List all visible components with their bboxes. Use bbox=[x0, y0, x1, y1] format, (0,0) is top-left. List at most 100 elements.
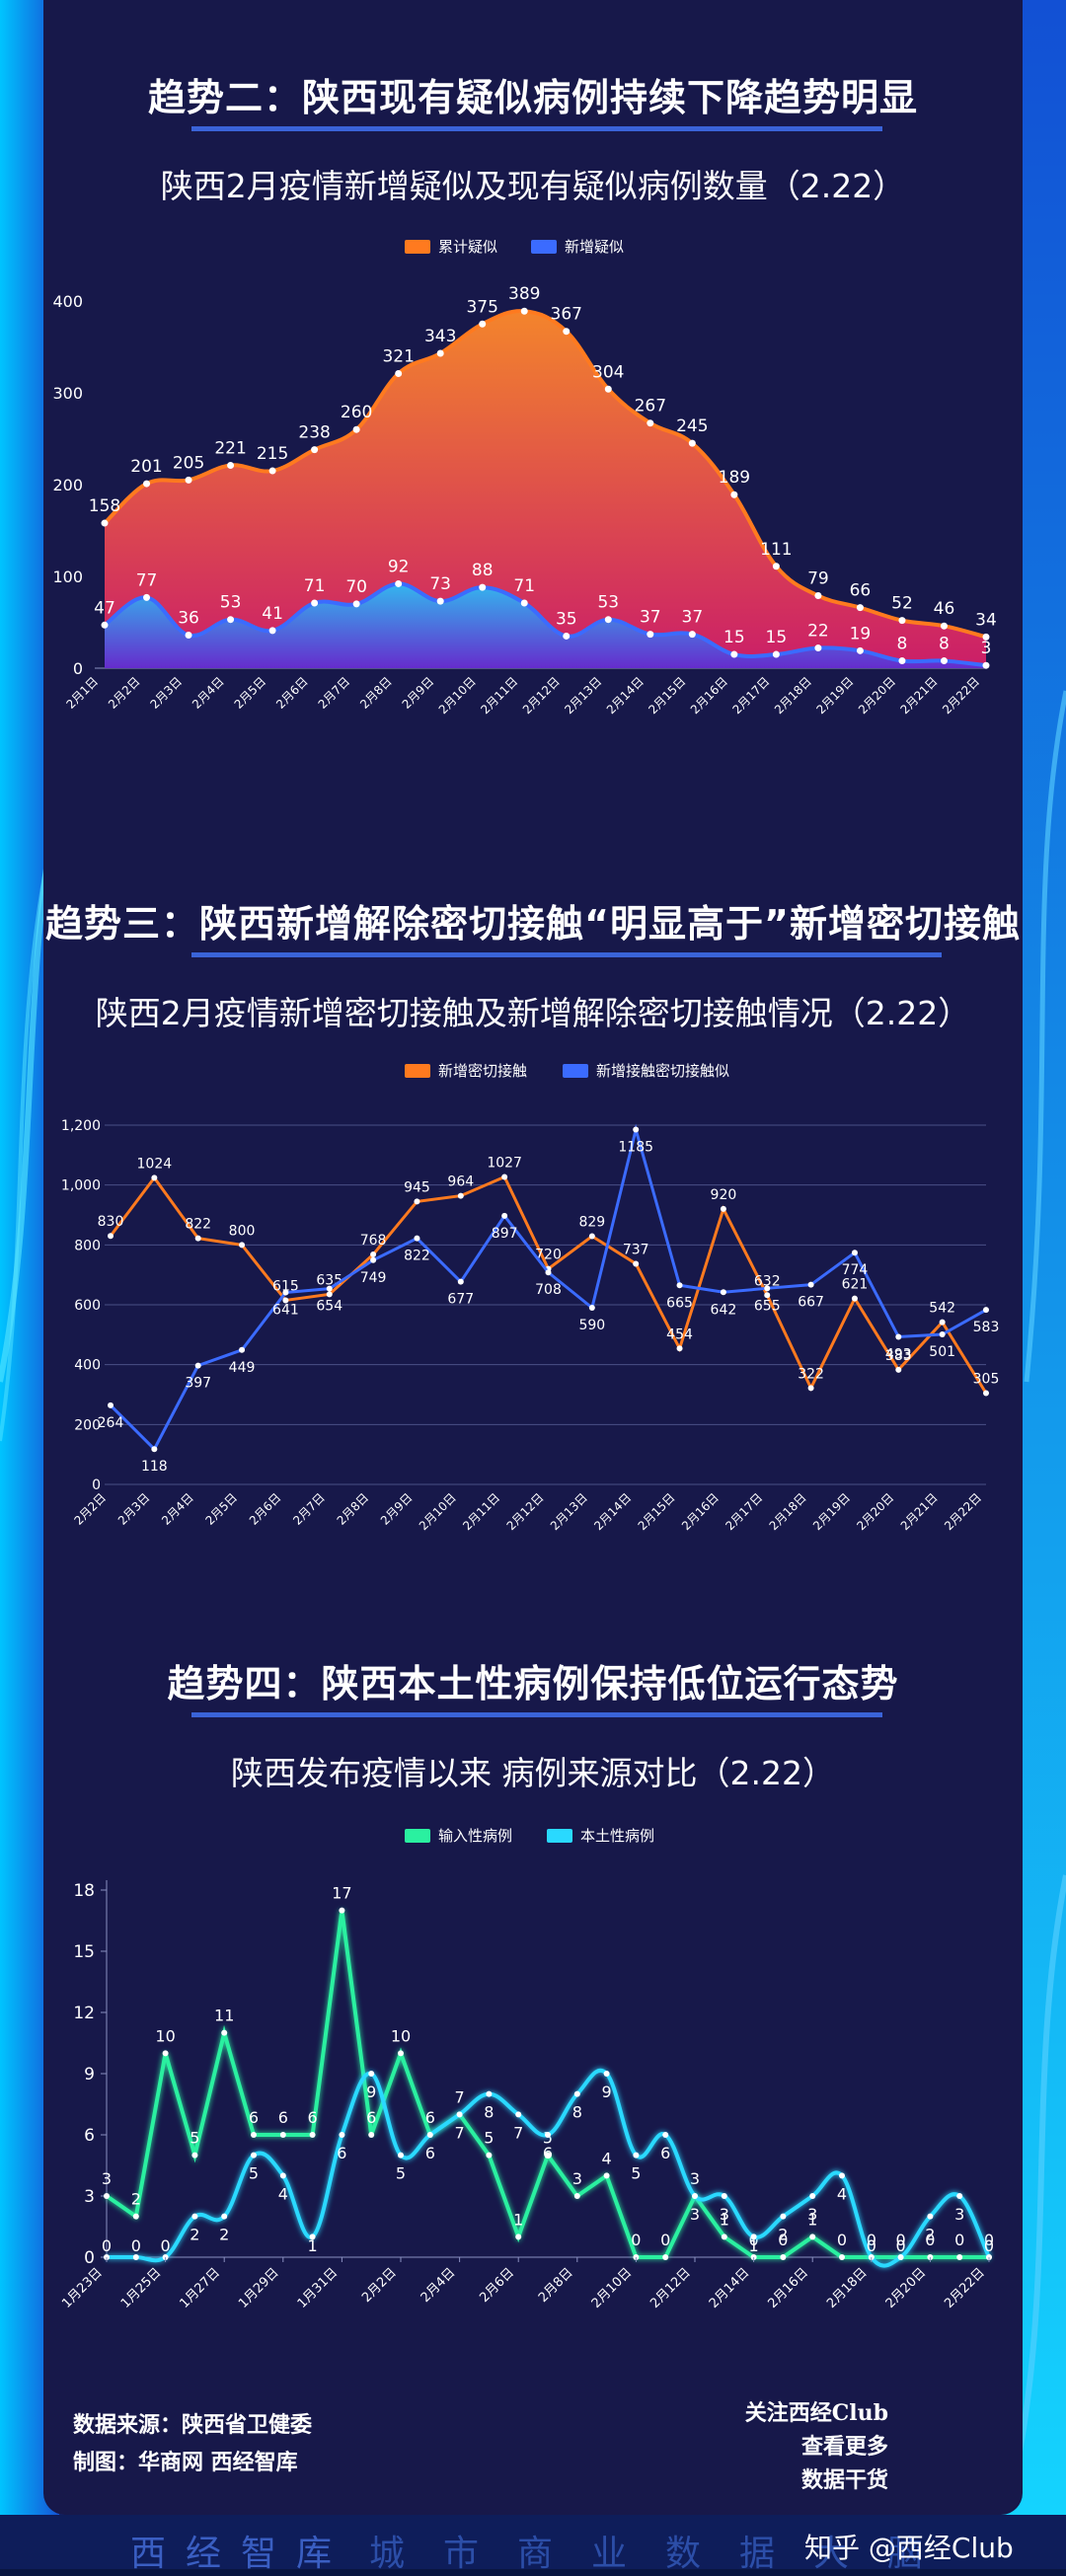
point-1-11 bbox=[563, 632, 571, 640]
value-label-0-2: 822 bbox=[185, 1217, 211, 1233]
point-0-20 bbox=[983, 1390, 989, 1397]
point-1-17 bbox=[814, 644, 822, 652]
point-1-3 bbox=[191, 2213, 198, 2220]
x-tick-6: 2月7日 bbox=[316, 674, 353, 712]
point-0-6 bbox=[370, 1251, 377, 1258]
value-label-1-1: 118 bbox=[141, 1459, 168, 1475]
x-tick-14: 2月20日 bbox=[883, 2265, 930, 2311]
point-1-16 bbox=[573, 2090, 580, 2097]
legend-label-1: 新增疑似 bbox=[565, 238, 624, 256]
point-1-10 bbox=[520, 599, 528, 607]
point-0-6 bbox=[352, 425, 360, 433]
value-label-0-14: 245 bbox=[676, 417, 708, 436]
x-tick-3: 2月4日 bbox=[190, 674, 227, 712]
legend-swatch-1 bbox=[547, 1829, 572, 1843]
x-tick-13: 2月15日 bbox=[636, 1490, 678, 1533]
point-0-13 bbox=[647, 419, 654, 427]
y-tick-6: 1,200 bbox=[61, 1118, 101, 1134]
value-label-1-8: 6 bbox=[337, 2144, 346, 2162]
legend-swatch-0 bbox=[405, 1829, 430, 1843]
footer-follow-3: 数据干货 bbox=[800, 2467, 888, 2493]
x-tick-16: 2月17日 bbox=[729, 674, 772, 717]
point-1-1 bbox=[151, 1446, 158, 1453]
x-tick-2: 1月27日 bbox=[177, 2265, 223, 2311]
point-1-25 bbox=[839, 2172, 845, 2179]
point-0-19 bbox=[662, 2254, 669, 2260]
y-tick-3: 300 bbox=[52, 384, 83, 403]
point-0-4 bbox=[268, 467, 276, 475]
legend-label-0: 新增密切接触 bbox=[438, 1062, 527, 1080]
footer-source: 数据来源：陕西省卫健委 bbox=[73, 2412, 313, 2438]
point-1-17 bbox=[603, 2071, 610, 2077]
point-1-13 bbox=[676, 1282, 683, 1289]
x-tick-19: 2月20日 bbox=[856, 674, 898, 717]
value-label-0-20: 46 bbox=[934, 599, 955, 619]
legend-label-0: 累计疑似 bbox=[438, 238, 497, 256]
value-label-1-2: 0 bbox=[161, 2236, 171, 2255]
point-1-20 bbox=[692, 2193, 698, 2199]
value-label-1-5: 5 bbox=[249, 2164, 259, 2183]
section2-title: 趋势二：陕西现有疑似病例持续下降趋势明显 bbox=[43, 67, 1023, 131]
value-label-1-18: 493 bbox=[885, 1346, 912, 1362]
value-label-0-4: 11 bbox=[214, 2007, 234, 2025]
point-0-14 bbox=[688, 439, 696, 447]
y-tick-0: 0 bbox=[92, 1477, 101, 1493]
value-label-0-15: 632 bbox=[754, 1273, 781, 1289]
legend-label-0: 输入性病例 bbox=[438, 1827, 512, 1845]
point-1-22 bbox=[750, 2234, 757, 2240]
point-0-5 bbox=[311, 446, 319, 454]
point-1-13 bbox=[486, 2090, 493, 2097]
value-label-0-4: 215 bbox=[257, 444, 288, 464]
value-label-1-5: 71 bbox=[304, 576, 326, 596]
x-tick-3: 2月5日 bbox=[202, 1490, 240, 1528]
point-1-19 bbox=[898, 657, 906, 665]
y-tick-1: 200 bbox=[74, 1417, 101, 1433]
x-tick-9: 2月10日 bbox=[589, 2265, 636, 2311]
value-label-0-2: 205 bbox=[173, 453, 204, 473]
value-label-1-20: 3 bbox=[690, 2205, 700, 2224]
point-0-3 bbox=[239, 1242, 246, 1249]
point-1-12 bbox=[633, 1126, 640, 1133]
y-tick-1: 100 bbox=[52, 568, 83, 586]
point-1-1 bbox=[143, 593, 151, 601]
point-1-7 bbox=[395, 579, 403, 587]
value-label-0-7: 945 bbox=[404, 1179, 430, 1195]
value-label-0-0: 3 bbox=[102, 2169, 112, 2188]
point-1-10 bbox=[398, 2152, 404, 2159]
value-label-1-16: 8 bbox=[572, 2103, 582, 2122]
value-label-1-6: 70 bbox=[345, 577, 367, 597]
x-tick-11: 2月14日 bbox=[707, 2265, 753, 2311]
x-tick-1: 2月3日 bbox=[115, 1490, 153, 1528]
value-label-0-12: 7 bbox=[455, 2087, 465, 2106]
x-tick-4: 2月5日 bbox=[232, 674, 269, 712]
point-0-12 bbox=[633, 1260, 640, 1267]
value-label-1-17: 9 bbox=[602, 2083, 612, 2101]
point-1-24 bbox=[809, 2193, 816, 2199]
point-0-5 bbox=[326, 1291, 333, 1298]
value-label-1-11: 35 bbox=[556, 609, 577, 629]
value-label-0-9: 6 bbox=[366, 2108, 376, 2127]
value-label-1-14: 7 bbox=[513, 2123, 523, 2142]
point-1-8 bbox=[436, 597, 444, 605]
value-label-0-18: 66 bbox=[850, 581, 872, 601]
x-tick-8: 2月8日 bbox=[536, 2265, 576, 2306]
point-0-1 bbox=[151, 1174, 158, 1181]
value-label-0-10: 389 bbox=[508, 284, 540, 304]
section3-title-underline bbox=[191, 952, 942, 957]
point-0-16 bbox=[807, 1385, 814, 1392]
value-label-0-8: 343 bbox=[424, 327, 456, 346]
point-0-1 bbox=[132, 2213, 139, 2220]
legend-label-1: 新增接触密切接触似 bbox=[596, 1062, 729, 1080]
point-0-3 bbox=[227, 461, 235, 469]
value-label-1-17: 774 bbox=[842, 1262, 869, 1278]
value-label-0-14: 920 bbox=[711, 1187, 737, 1203]
value-label-0-29: 0 bbox=[954, 2231, 964, 2249]
x-tick-18: 2月20日 bbox=[854, 1490, 896, 1533]
value-label-0-11: 367 bbox=[551, 305, 582, 325]
x-tick-3: 1月29日 bbox=[236, 2265, 282, 2311]
value-label-1-1: 0 bbox=[131, 2236, 141, 2255]
value-label-1-5: 654 bbox=[316, 1299, 343, 1315]
value-label-1-15: 6 bbox=[543, 2144, 553, 2162]
point-0-11 bbox=[563, 328, 571, 336]
